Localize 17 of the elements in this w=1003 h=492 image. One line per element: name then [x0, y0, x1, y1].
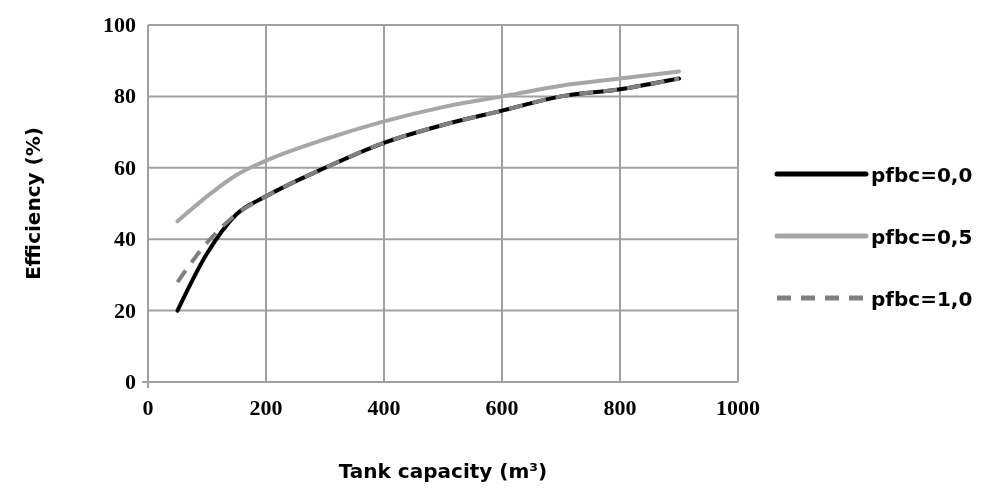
y-tick-label: 20	[114, 297, 136, 323]
x-tick-label: 0	[142, 395, 154, 420]
x-tick-label: 1000	[716, 395, 760, 420]
x-axis-title: Tank capacity (m³)	[338, 459, 548, 483]
x-tick-label: 800	[603, 395, 637, 420]
x-tick-label: 600	[485, 395, 519, 420]
y-tick-label: 80	[114, 83, 136, 109]
x-tick-label: 200	[249, 395, 283, 420]
legend-label: pfbc=1,0	[871, 287, 973, 311]
legend-label: pfbc=0,0	[871, 163, 973, 187]
y-tick-label: 60	[114, 154, 136, 180]
y-tick-label: 0	[125, 369, 136, 394]
x-tick-label: 400	[367, 395, 401, 420]
y-axis-title: Efficiency (%)	[21, 127, 45, 280]
legend-label: pfbc=0,5	[871, 225, 973, 249]
y-tick-label: 40	[114, 226, 136, 252]
y-tick-label: 100	[103, 12, 136, 37]
